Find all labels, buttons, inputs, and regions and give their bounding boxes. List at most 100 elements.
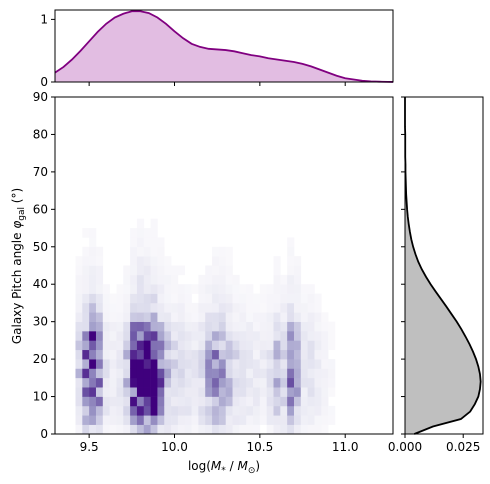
heatmap-cell [280,302,288,313]
heatmap-cell [307,405,315,416]
heatmap-cell [225,396,233,407]
heatmap-cell [184,368,192,379]
heatmap-cell [253,349,261,360]
heatmap-cell [123,359,131,369]
heatmap-cell [123,415,131,425]
heatmap-cell [143,415,151,425]
heatmap-cell [89,405,97,416]
heatmap-cell [321,349,329,360]
heatmap-cell [171,321,179,332]
heatmap-cell [89,237,97,248]
heatmap-cell [136,265,145,276]
heatmap-cell [218,321,227,332]
heatmap-cell [136,274,145,285]
x-axis-label-star: * [221,466,226,476]
heatmap-cell [328,415,336,425]
heatmap-cell [205,302,213,313]
heatmap-cell [191,405,199,416]
heatmap-cell [136,424,145,435]
heatmap-cell [75,284,83,294]
heatmap-cell [143,405,151,416]
heatmap-cell [307,331,315,341]
heatmap-cell [239,302,247,313]
heatmap-cell [287,312,295,322]
heatmap-cell [218,274,227,285]
heatmap-cell [239,293,247,304]
heatmap-cell [280,349,288,360]
heatmap-cell [300,321,308,332]
heatmap-cell [280,284,288,294]
heatmap-cell [280,368,288,379]
heatmap-cell [82,265,90,276]
heatmap-cell [266,349,274,360]
heatmap-cell [205,415,213,425]
heatmap-cell [89,274,97,285]
heatmap-cell [232,387,240,397]
heatmap-cell [89,246,97,257]
heatmap-cell [157,256,165,266]
heatmap-cell [198,340,206,351]
heatmap-cell [177,302,186,313]
heatmap-cell [157,312,165,322]
heatmap-cell [95,331,104,341]
heatmap-cell [109,302,117,313]
heatmap-cell [130,256,138,266]
heatmap-cell [218,265,227,276]
heatmap-cell [177,312,186,322]
heatmap-cell [184,396,192,407]
heatmap-cell [280,331,288,341]
heatmap-cell [82,359,90,369]
heatmap-cell [314,340,322,351]
heatmap-cell [171,368,179,379]
heatmap-cell [328,359,336,369]
heatmap-cell [273,274,281,285]
heatmap-cell [157,415,165,425]
heatmap-cell [273,368,281,379]
heatmap-cell [130,302,138,313]
heatmap-cell [314,359,322,369]
heatmap-cell [89,284,97,294]
heatmap-cell [198,415,206,425]
heatmap-cell [266,284,274,294]
heatmap-cell [287,368,295,379]
heatmap-cell [130,293,138,304]
heatmap-cell [212,415,220,425]
heatmap-cell [116,424,124,435]
right-x-tick-label: 0.000 [388,440,422,454]
heatmap-cell [225,321,233,332]
heatmap-cell [177,405,186,416]
heatmap-cell [300,293,308,304]
heatmap-cell [89,302,97,313]
heatmap-cell [82,396,90,407]
heatmap-cell [287,321,295,332]
heatmap-cell [293,415,302,425]
heatmap-cell [136,340,145,351]
heatmap-cell [136,246,145,257]
heatmap-cell [259,284,267,294]
heatmap-cell [171,387,179,397]
heatmap-cell [232,405,240,416]
heatmap-cell [130,368,138,379]
heatmap-cell [287,265,295,276]
heatmap-cell [109,331,117,341]
heatmap-cell [177,377,186,388]
heatmap-cell [232,293,240,304]
heatmap-cell [246,405,254,416]
heatmap-cell [102,349,110,360]
heatmap-cell [307,284,315,294]
y-tick-label: 30 [33,315,48,329]
heatmap-cell [184,359,192,369]
heatmap-cell [123,405,131,416]
heatmap-cell [198,405,206,416]
heatmap-cell [253,368,261,379]
heatmap-cell [164,302,172,313]
heatmap-cell [225,331,233,341]
y-tick-label: 70 [33,165,48,179]
heatmap-cell [116,415,124,425]
right-x-tick-label: 0.025 [446,440,480,454]
x-axis-label-slash: / [226,459,238,473]
heatmap-cell [150,349,158,360]
heatmap-cell [143,284,151,294]
heatmap-cell [82,274,90,285]
heatmap-cell [205,387,213,397]
